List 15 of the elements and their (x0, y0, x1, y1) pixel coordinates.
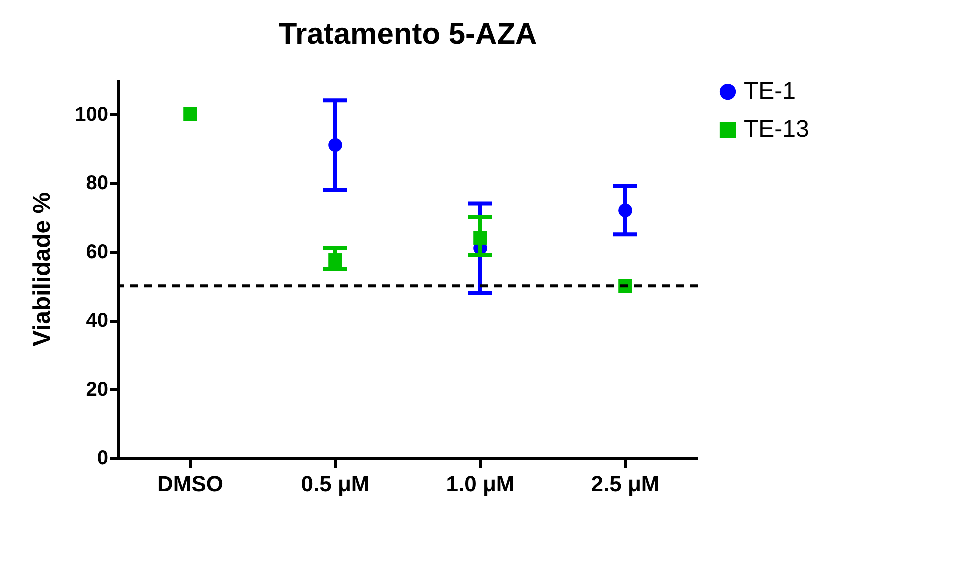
legend-label: TE-1 (744, 78, 796, 105)
x-tick-label: 2.5 μM (591, 472, 660, 496)
point (184, 107, 198, 122)
chart-title: Tratamento 5-AZA (278, 18, 538, 51)
y-tick-label: 80 (86, 172, 108, 195)
y-axis-title: Viabilidade % (29, 192, 56, 347)
x-tick-label: DMSO (158, 472, 224, 496)
y-tick-label: 100 (75, 104, 108, 126)
y-tick-label: 40 (86, 310, 108, 332)
x-tick-label: 0.5 μM (301, 472, 370, 496)
y-tick-label: 0 (97, 448, 108, 470)
x-tick-label: 1.0 μM (446, 472, 515, 496)
y-tick-label: 60 (86, 241, 108, 264)
legend-label: TE-13 (744, 116, 810, 143)
y-tick-label: 20 (86, 378, 108, 401)
